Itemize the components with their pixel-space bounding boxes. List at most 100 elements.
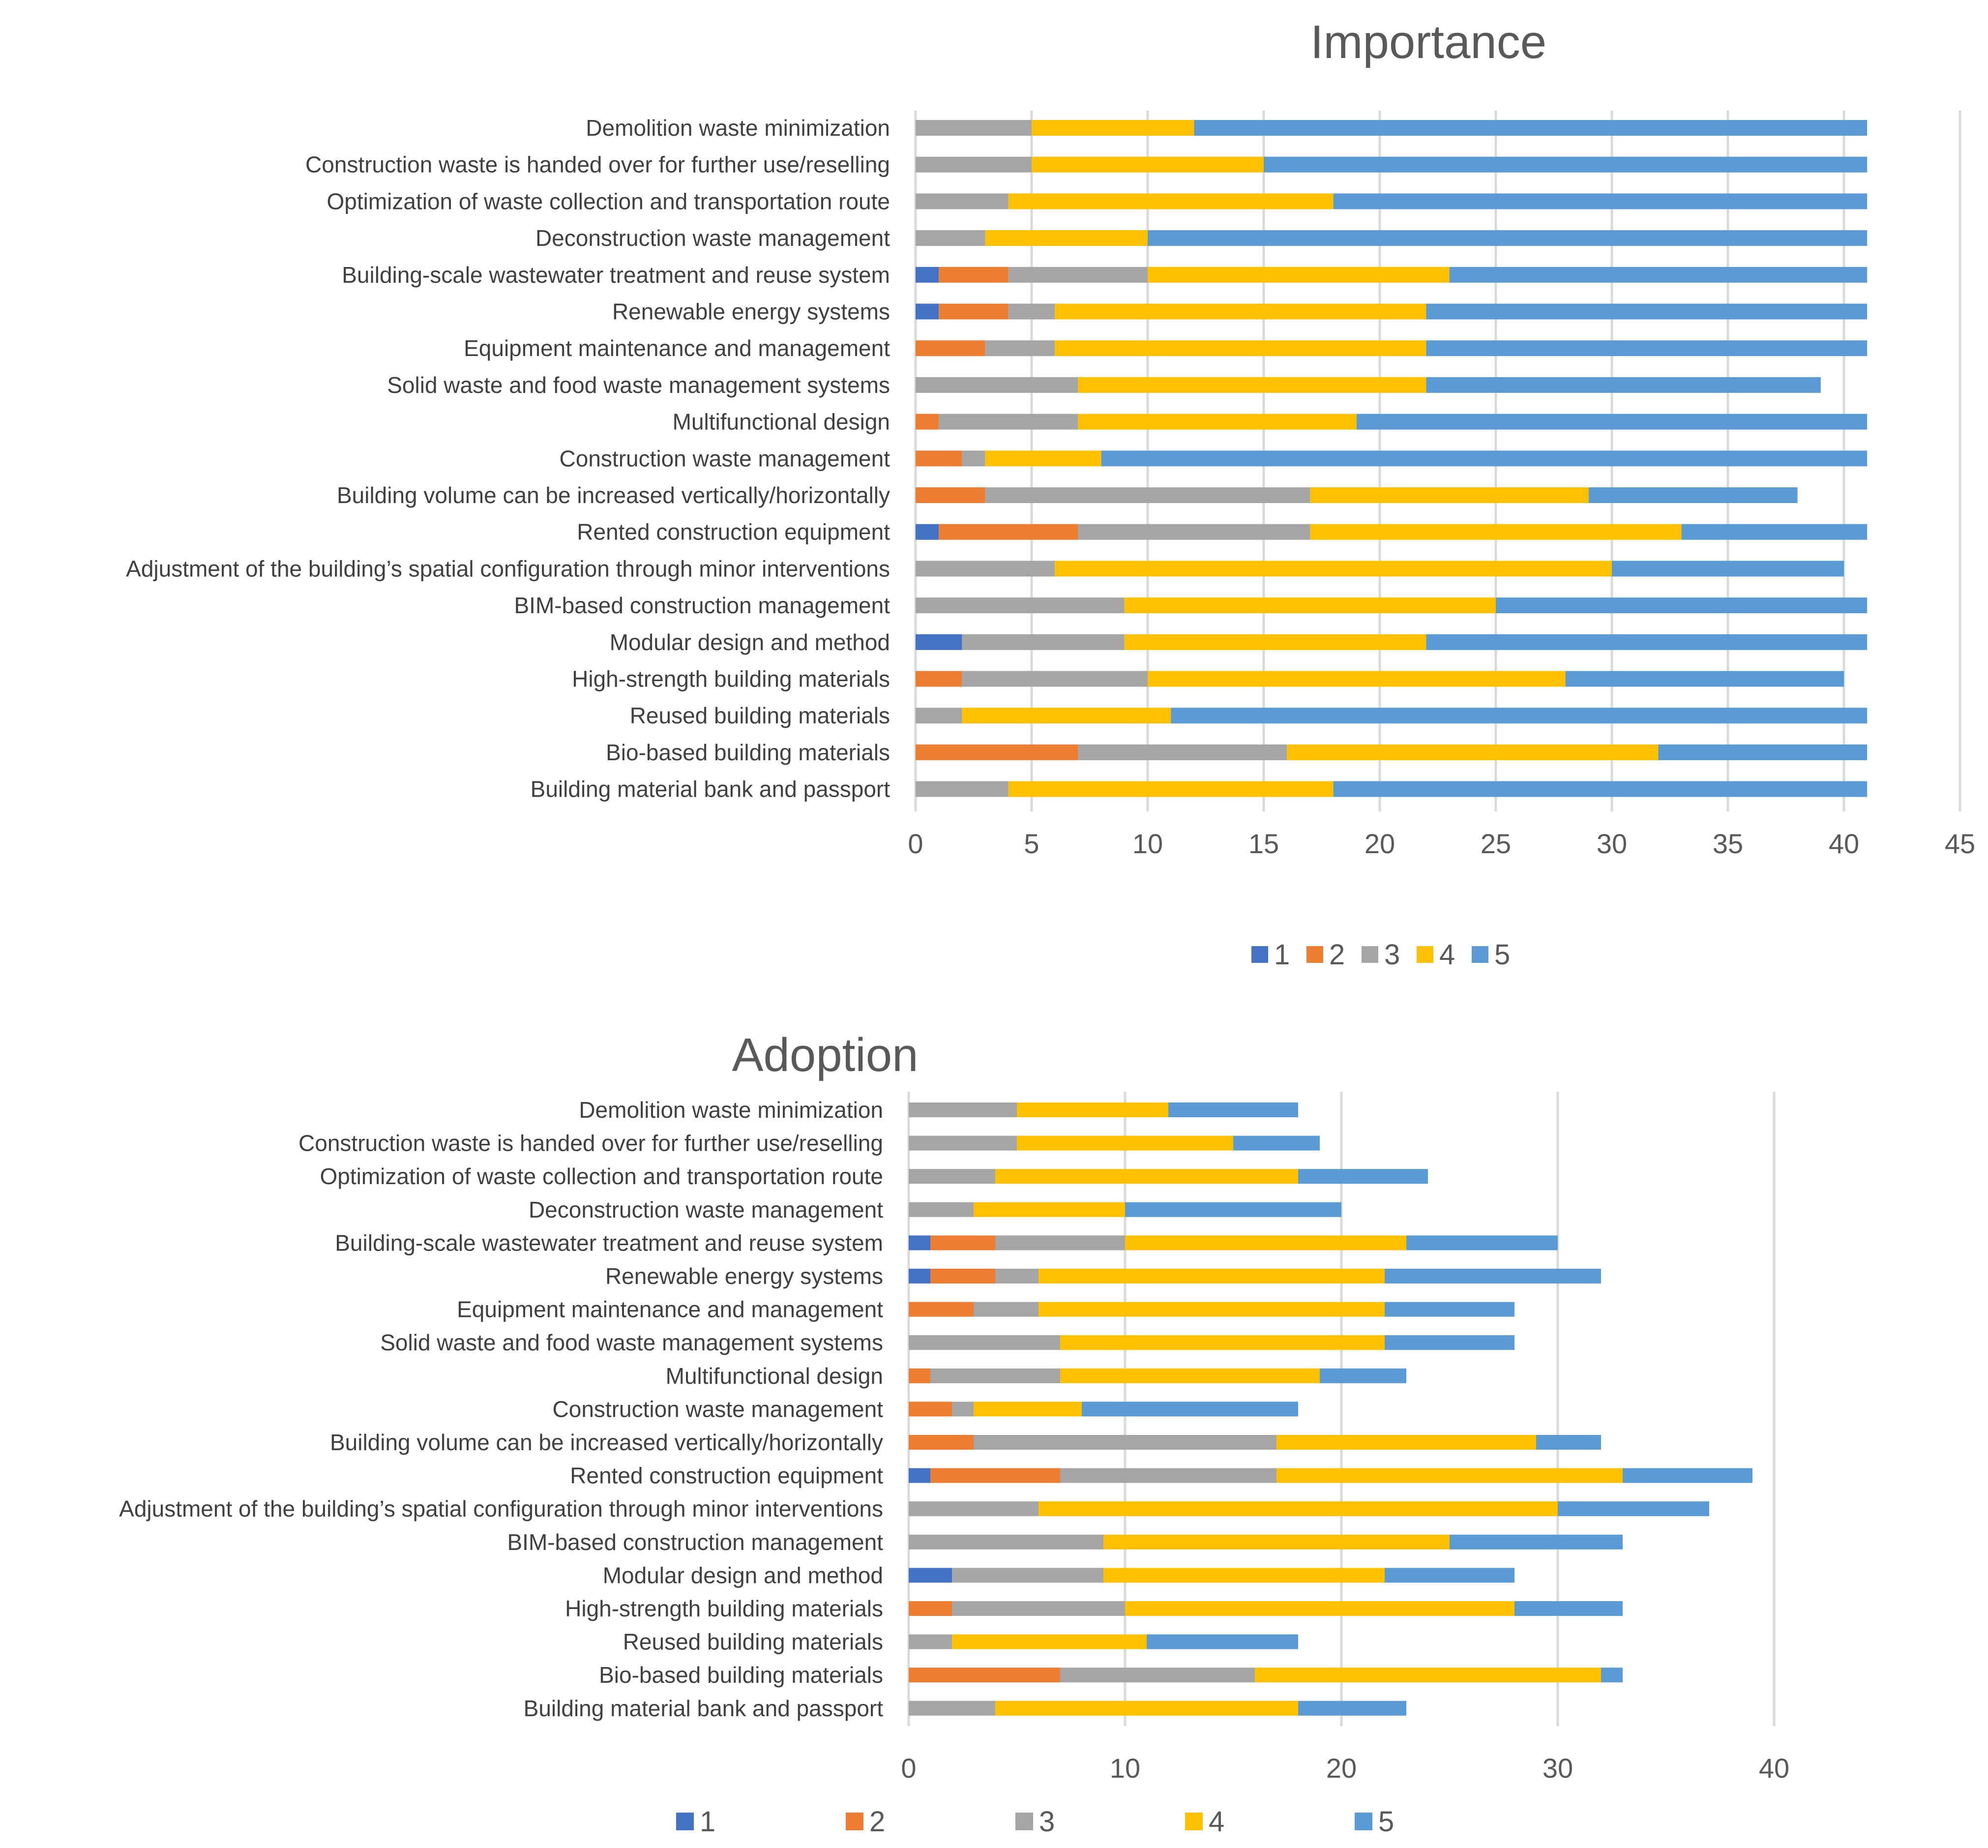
adoption-bar-segment-series-3 bbox=[1060, 1668, 1255, 1683]
adoption-bar-segment-series-3 bbox=[995, 1269, 1039, 1283]
adoption-category-label: Building material bank and passport bbox=[524, 1696, 884, 1721]
adoption-bar-segment-series-2 bbox=[909, 1601, 952, 1616]
importance-x-tick-label: 30 bbox=[1597, 828, 1627, 859]
adoption-bar-segment-series-4 bbox=[974, 1401, 1082, 1417]
adoption-legend-label-1: 1 bbox=[700, 1806, 715, 1838]
adoption-category-label: High-strength building materials bbox=[565, 1596, 883, 1621]
adoption-bar-segment-series-3 bbox=[909, 1501, 1039, 1517]
adoption-bar-segment-series-1 bbox=[909, 1269, 930, 1283]
importance-x-tick-label: 45 bbox=[1945, 828, 1975, 859]
importance-bar-segment-series-4 bbox=[1008, 193, 1334, 209]
importance-bar-segment-series-3 bbox=[1008, 303, 1055, 320]
importance-category-label: Bio-based building materials bbox=[606, 740, 890, 765]
adoption-bar-segment-series-5 bbox=[1385, 1568, 1514, 1583]
adoption-legend-swatch-1 bbox=[676, 1813, 694, 1830]
adoption-category-label: Renewable energy systems bbox=[605, 1263, 883, 1289]
importance-legend-swatch-3 bbox=[1362, 946, 1378, 963]
importance-bar-segment-series-5 bbox=[1264, 156, 1868, 173]
adoption-x-tick-label: 40 bbox=[1759, 1753, 1789, 1784]
adoption-bar-segment-series-5 bbox=[1385, 1335, 1514, 1350]
adoption-category-label: Rented construction equipment bbox=[570, 1463, 883, 1489]
importance-bar-segment-series-4 bbox=[1148, 671, 1566, 687]
importance-category-label: Equipment maintenance and management bbox=[464, 335, 890, 361]
adoption-bar-segment-series-5 bbox=[1536, 1435, 1601, 1450]
adoption-bar-segment-series-3 bbox=[995, 1235, 1125, 1251]
importance-bar-segment-series-3 bbox=[939, 414, 1078, 430]
adoption-bar-segment-series-1 bbox=[909, 1468, 930, 1483]
importance-category-label: Building-scale wastewater treatment and … bbox=[342, 262, 890, 288]
importance-x-tick-label: 40 bbox=[1829, 828, 1859, 859]
importance-bar-segment-series-4 bbox=[1078, 414, 1357, 430]
adoption-bar-segment-series-3 bbox=[952, 1568, 1103, 1583]
adoption-bar-segment-series-3 bbox=[909, 1700, 995, 1716]
adoption-category-label: BIM-based construction management bbox=[507, 1529, 883, 1555]
adoption-bar-segment-series-3 bbox=[909, 1103, 1017, 1117]
importance-bar-segment-series-4 bbox=[1008, 781, 1334, 797]
adoption-chart: Adoption 0 10 20 30 40 Demolition waste minimi… bbox=[119, 1029, 1789, 1838]
importance-x-tick-label: 0 bbox=[908, 828, 923, 859]
importance-bar-segment-series-3 bbox=[1008, 267, 1148, 283]
adoption-bar-segment-series-4 bbox=[995, 1169, 1298, 1184]
importance-x-tick-label: 25 bbox=[1481, 828, 1511, 859]
adoption-bar-segment-series-3 bbox=[974, 1302, 1039, 1317]
adoption-category-label: Solid waste and food waste management sy… bbox=[380, 1330, 883, 1355]
adoption-bar-segment-series-5 bbox=[1385, 1269, 1601, 1283]
adoption-bar-segment-series-5 bbox=[1125, 1202, 1341, 1217]
importance-bar-segment-series-3 bbox=[916, 230, 985, 246]
importance-category-label: Renewable energy systems bbox=[612, 299, 890, 325]
adoption-bar-segment-series-2 bbox=[909, 1435, 974, 1450]
adoption-bar-segment-series-4 bbox=[1255, 1668, 1601, 1683]
importance-bar-segment-series-5 bbox=[1101, 450, 1868, 467]
adoption-chart-title: Adoption bbox=[732, 1029, 919, 1081]
adoption-category-label: Equipment maintenance and management bbox=[457, 1297, 883, 1322]
importance-bar-segment-series-5 bbox=[1194, 120, 1868, 136]
importance-bar-segment-series-5 bbox=[1356, 414, 1868, 430]
importance-bar-segment-series-4 bbox=[1055, 340, 1426, 357]
importance-bar-segment-series-5 bbox=[1426, 303, 1868, 320]
importance-bar-segment-series-2 bbox=[939, 303, 1009, 320]
importance-bar-segment-series-5 bbox=[1449, 267, 1868, 283]
adoption-bar-segment-series-4 bbox=[1125, 1601, 1514, 1616]
adoption-bar-segment-series-4 bbox=[952, 1634, 1147, 1649]
adoption-bar-segment-series-5 bbox=[1450, 1534, 1623, 1550]
adoption-legend-label-5: 5 bbox=[1378, 1806, 1394, 1838]
importance-bar-segment-series-2 bbox=[916, 414, 939, 430]
adoption-bar-segment-series-2 bbox=[909, 1302, 974, 1317]
importance-legend-label-1: 1 bbox=[1274, 939, 1290, 971]
adoption-bar-segment-series-5 bbox=[1168, 1103, 1298, 1117]
importance-category-label: Construction waste management bbox=[560, 446, 890, 471]
importance-bar-segment-series-2 bbox=[916, 450, 962, 467]
importance-bar-segment-series-3 bbox=[962, 634, 1125, 650]
adoption-legend-label-3: 3 bbox=[1039, 1806, 1055, 1838]
adoption-bar-segment-series-4 bbox=[1276, 1435, 1536, 1450]
importance-bar-segment-series-4 bbox=[1055, 561, 1612, 577]
adoption-category-label: Adjustment of the building’s spatial con… bbox=[119, 1496, 883, 1521]
importance-bar-segment-series-4 bbox=[1055, 303, 1426, 320]
importance-bar-segment-series-5 bbox=[1681, 524, 1868, 540]
importance-bar-segment-series-3 bbox=[916, 597, 1125, 614]
adoption-bar-segment-series-4 bbox=[1039, 1269, 1385, 1283]
adoption-bar-segment-series-2 bbox=[930, 1468, 1060, 1483]
adoption-category-label: Building-scale wastewater treatment and … bbox=[335, 1230, 883, 1255]
importance-bar-segment-series-2 bbox=[939, 524, 1078, 540]
adoption-category-label: Bio-based building materials bbox=[599, 1662, 883, 1688]
adoption-bar-segment-series-5 bbox=[1601, 1668, 1623, 1683]
importance-bar-segment-series-2 bbox=[916, 671, 962, 687]
adoption-bar-segment-series-2 bbox=[930, 1269, 995, 1283]
importance-bar-segment-series-5 bbox=[1658, 744, 1868, 760]
adoption-legend-swatch-4 bbox=[1185, 1813, 1203, 1830]
adoption-bar-segment-series-3 bbox=[909, 1169, 995, 1184]
adoption-bar-segment-series-4 bbox=[1125, 1235, 1406, 1251]
adoption-category-label: Multifunctional design bbox=[666, 1363, 883, 1389]
importance-bar-segment-series-5 bbox=[1612, 561, 1844, 577]
importance-category-label: Modular design and method bbox=[610, 629, 890, 655]
importance-bar-segment-series-3 bbox=[916, 120, 1032, 136]
importance-bar-segment-series-3 bbox=[916, 193, 1009, 209]
adoption-bar-segment-series-5 bbox=[1385, 1302, 1514, 1317]
importance-bar-segment-series-3 bbox=[962, 671, 1148, 687]
adoption-bar-segment-series-2 bbox=[909, 1668, 1060, 1683]
importance-category-label: Construction waste is handed over for fu… bbox=[305, 152, 890, 178]
adoption-category-label: Deconstruction waste management bbox=[529, 1197, 883, 1222]
adoption-x-tick-label: 20 bbox=[1326, 1753, 1357, 1784]
importance-bar-segment-series-4 bbox=[1310, 487, 1589, 503]
